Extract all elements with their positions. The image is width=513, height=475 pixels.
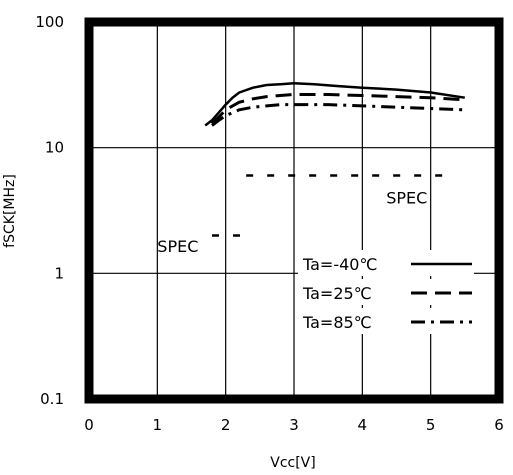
series-layer — [204, 82, 465, 127]
y-tick-label: 1 — [54, 264, 64, 282]
x-tick-label: 1 — [153, 416, 163, 434]
x-tick-label: 5 — [426, 416, 436, 434]
spec-label: SPEC — [386, 189, 427, 208]
y-tick-label: 0.1 — [40, 390, 64, 408]
x-tick-labels: 0 1 2 3 4 5 6 — [84, 416, 504, 434]
x-tick-label: 6 — [494, 416, 504, 434]
x-tick-label: 2 — [221, 416, 231, 434]
legend: Ta=-40℃ Ta=25℃ Ta=85℃ — [298, 250, 474, 334]
series-line — [204, 82, 465, 127]
grid-layer — [89, 22, 499, 399]
x-tick-label: 0 — [84, 416, 94, 434]
y-tick-labels: 100 10 1 0.1 — [35, 13, 64, 408]
x-axis-label: Vcc[V] — [270, 455, 315, 471]
spec-layer: SPEC SPEC — [157, 174, 445, 256]
series-line — [211, 103, 465, 127]
plot-frame — [84, 17, 504, 404]
y-tick-label: 100 — [35, 13, 64, 31]
legend-entry-label: Ta=25℃ — [302, 284, 372, 303]
legend-entry-label: Ta=85℃ — [302, 313, 372, 332]
legend-entry-label: Ta=-40℃ — [302, 255, 377, 274]
y-tick-label: 10 — [45, 139, 64, 157]
series-line — [210, 93, 465, 125]
x-tick-label: 3 — [289, 416, 299, 434]
y-axis-label: fSCK[MHz] — [2, 174, 18, 248]
spec-label: SPEC — [157, 237, 198, 256]
x-tick-label: 4 — [358, 416, 368, 434]
